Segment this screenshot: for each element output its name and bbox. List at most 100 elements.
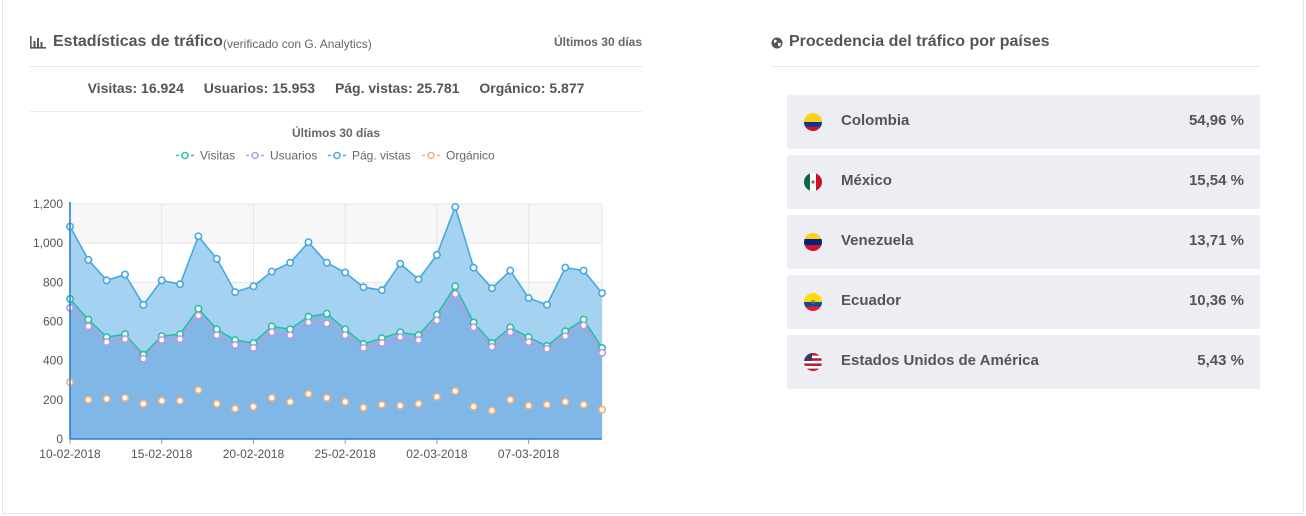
data-point [212,399,221,408]
data-point [396,333,405,342]
country-percent: 10,36 % [1188,292,1244,309]
data-point [139,399,148,408]
data-point [286,397,295,406]
data-point [304,389,313,398]
data-point [359,283,368,292]
data-point [451,290,460,299]
country-row: Venezuela 13,71 % [787,215,1260,269]
traffic-stats-title: Estadísticas de tráfico [53,33,223,50]
data-point [249,343,258,352]
data-point [432,250,441,259]
x-tick-label: 10-02-2018 [39,447,101,461]
data-point [194,304,203,313]
legend-label: Usuarios [270,149,317,163]
data-point [524,401,533,410]
data-point [542,344,551,353]
data-point [102,394,111,403]
data-point [249,282,258,291]
traffic-stats-header: Estadísticas de tráfico (verificado con … [30,28,642,67]
legend-marker [333,151,341,160]
data-point [157,336,166,345]
data-point [231,288,240,297]
country-name: México [841,172,892,189]
x-tick-label: 02-03-2018 [406,447,468,461]
data-point [451,282,460,291]
country-traffic-title: Procedencia del tráfico por países [789,33,1050,50]
flag-icon [804,353,822,371]
data-point [231,404,240,413]
x-tick-label: 25-02-2018 [314,447,376,461]
data-point [231,341,240,350]
legend-label: Pág. vistas [352,149,411,163]
data-point [451,202,460,211]
data-point [469,402,478,411]
traffic-chart: Últimos 30 días Visitas Usuarios Pág. vista… [30,112,642,472]
data-point [157,396,166,405]
traffic-summary: Visitas: 16.924 Usuarios: 15.953 Pág. vi… [30,67,642,112]
data-point [524,338,533,347]
data-point [304,238,313,247]
data-point [139,300,148,309]
country-row: Ecuador 10,36 % [787,275,1260,329]
y-tick-label: 0 [56,432,63,446]
traffic-chart-svg: Últimos 30 días Visitas Usuarios Pág. vista… [33,125,606,461]
bar-chart-icon [30,36,46,49]
data-point [561,397,570,406]
legend-marker [427,151,435,160]
data-point [524,294,533,303]
country-traffic-section: Procedencia del tráfico por países Colom… [770,0,1260,516]
data-point [194,386,203,395]
data-point [84,315,93,324]
data-point [84,395,93,404]
data-point [322,309,331,318]
data-point [579,266,588,275]
data-point [102,338,111,347]
country-percent: 13,71 % [1188,232,1244,249]
data-point [506,395,515,404]
country-name: Colombia [841,112,910,129]
data-point [377,400,386,409]
data-point [414,275,423,284]
country-traffic-header: Procedencia del tráfico por países [770,28,1260,67]
legend-marker [251,151,259,160]
data-point [121,393,130,402]
country-row: Colombia 54,96 % [787,95,1260,149]
data-point [432,316,441,325]
data-point [84,322,93,331]
series-line [69,204,603,307]
data-point [396,259,405,268]
y-tick-label: 600 [43,315,63,329]
data-point [542,300,551,309]
data-point [469,323,478,332]
stat-visitas: Visitas: 16.924 [87,80,184,96]
flag-icon [804,173,822,191]
data-point [176,280,185,289]
data-point [267,393,276,402]
y-tick-label: 400 [43,354,63,368]
data-point [469,263,478,272]
data-point [506,328,515,337]
country-name: Estados Unidos de América [841,352,1039,369]
data-point [414,399,423,408]
data-point [359,343,368,352]
data-point [487,342,496,351]
data-point [267,328,276,337]
x-tick-label: 07-03-2018 [498,447,560,461]
data-point [487,406,496,415]
series-area [70,294,602,439]
data-point [121,335,130,344]
data-point [322,319,331,328]
data-point [341,268,350,277]
data-point [249,402,258,411]
flag-icon [804,293,822,311]
data-point [432,392,441,401]
chart-title: Últimos 30 días [292,125,380,140]
stat-usuarios: Usuarios: 15.953 [203,80,316,96]
legend-label: Visitas [200,149,235,163]
data-point [267,267,276,276]
data-point [212,254,221,263]
y-tick-label: 800 [43,275,63,289]
date-range-label: Últimos 30 días [553,35,642,49]
legend-marker [181,151,189,160]
data-point [176,396,185,405]
